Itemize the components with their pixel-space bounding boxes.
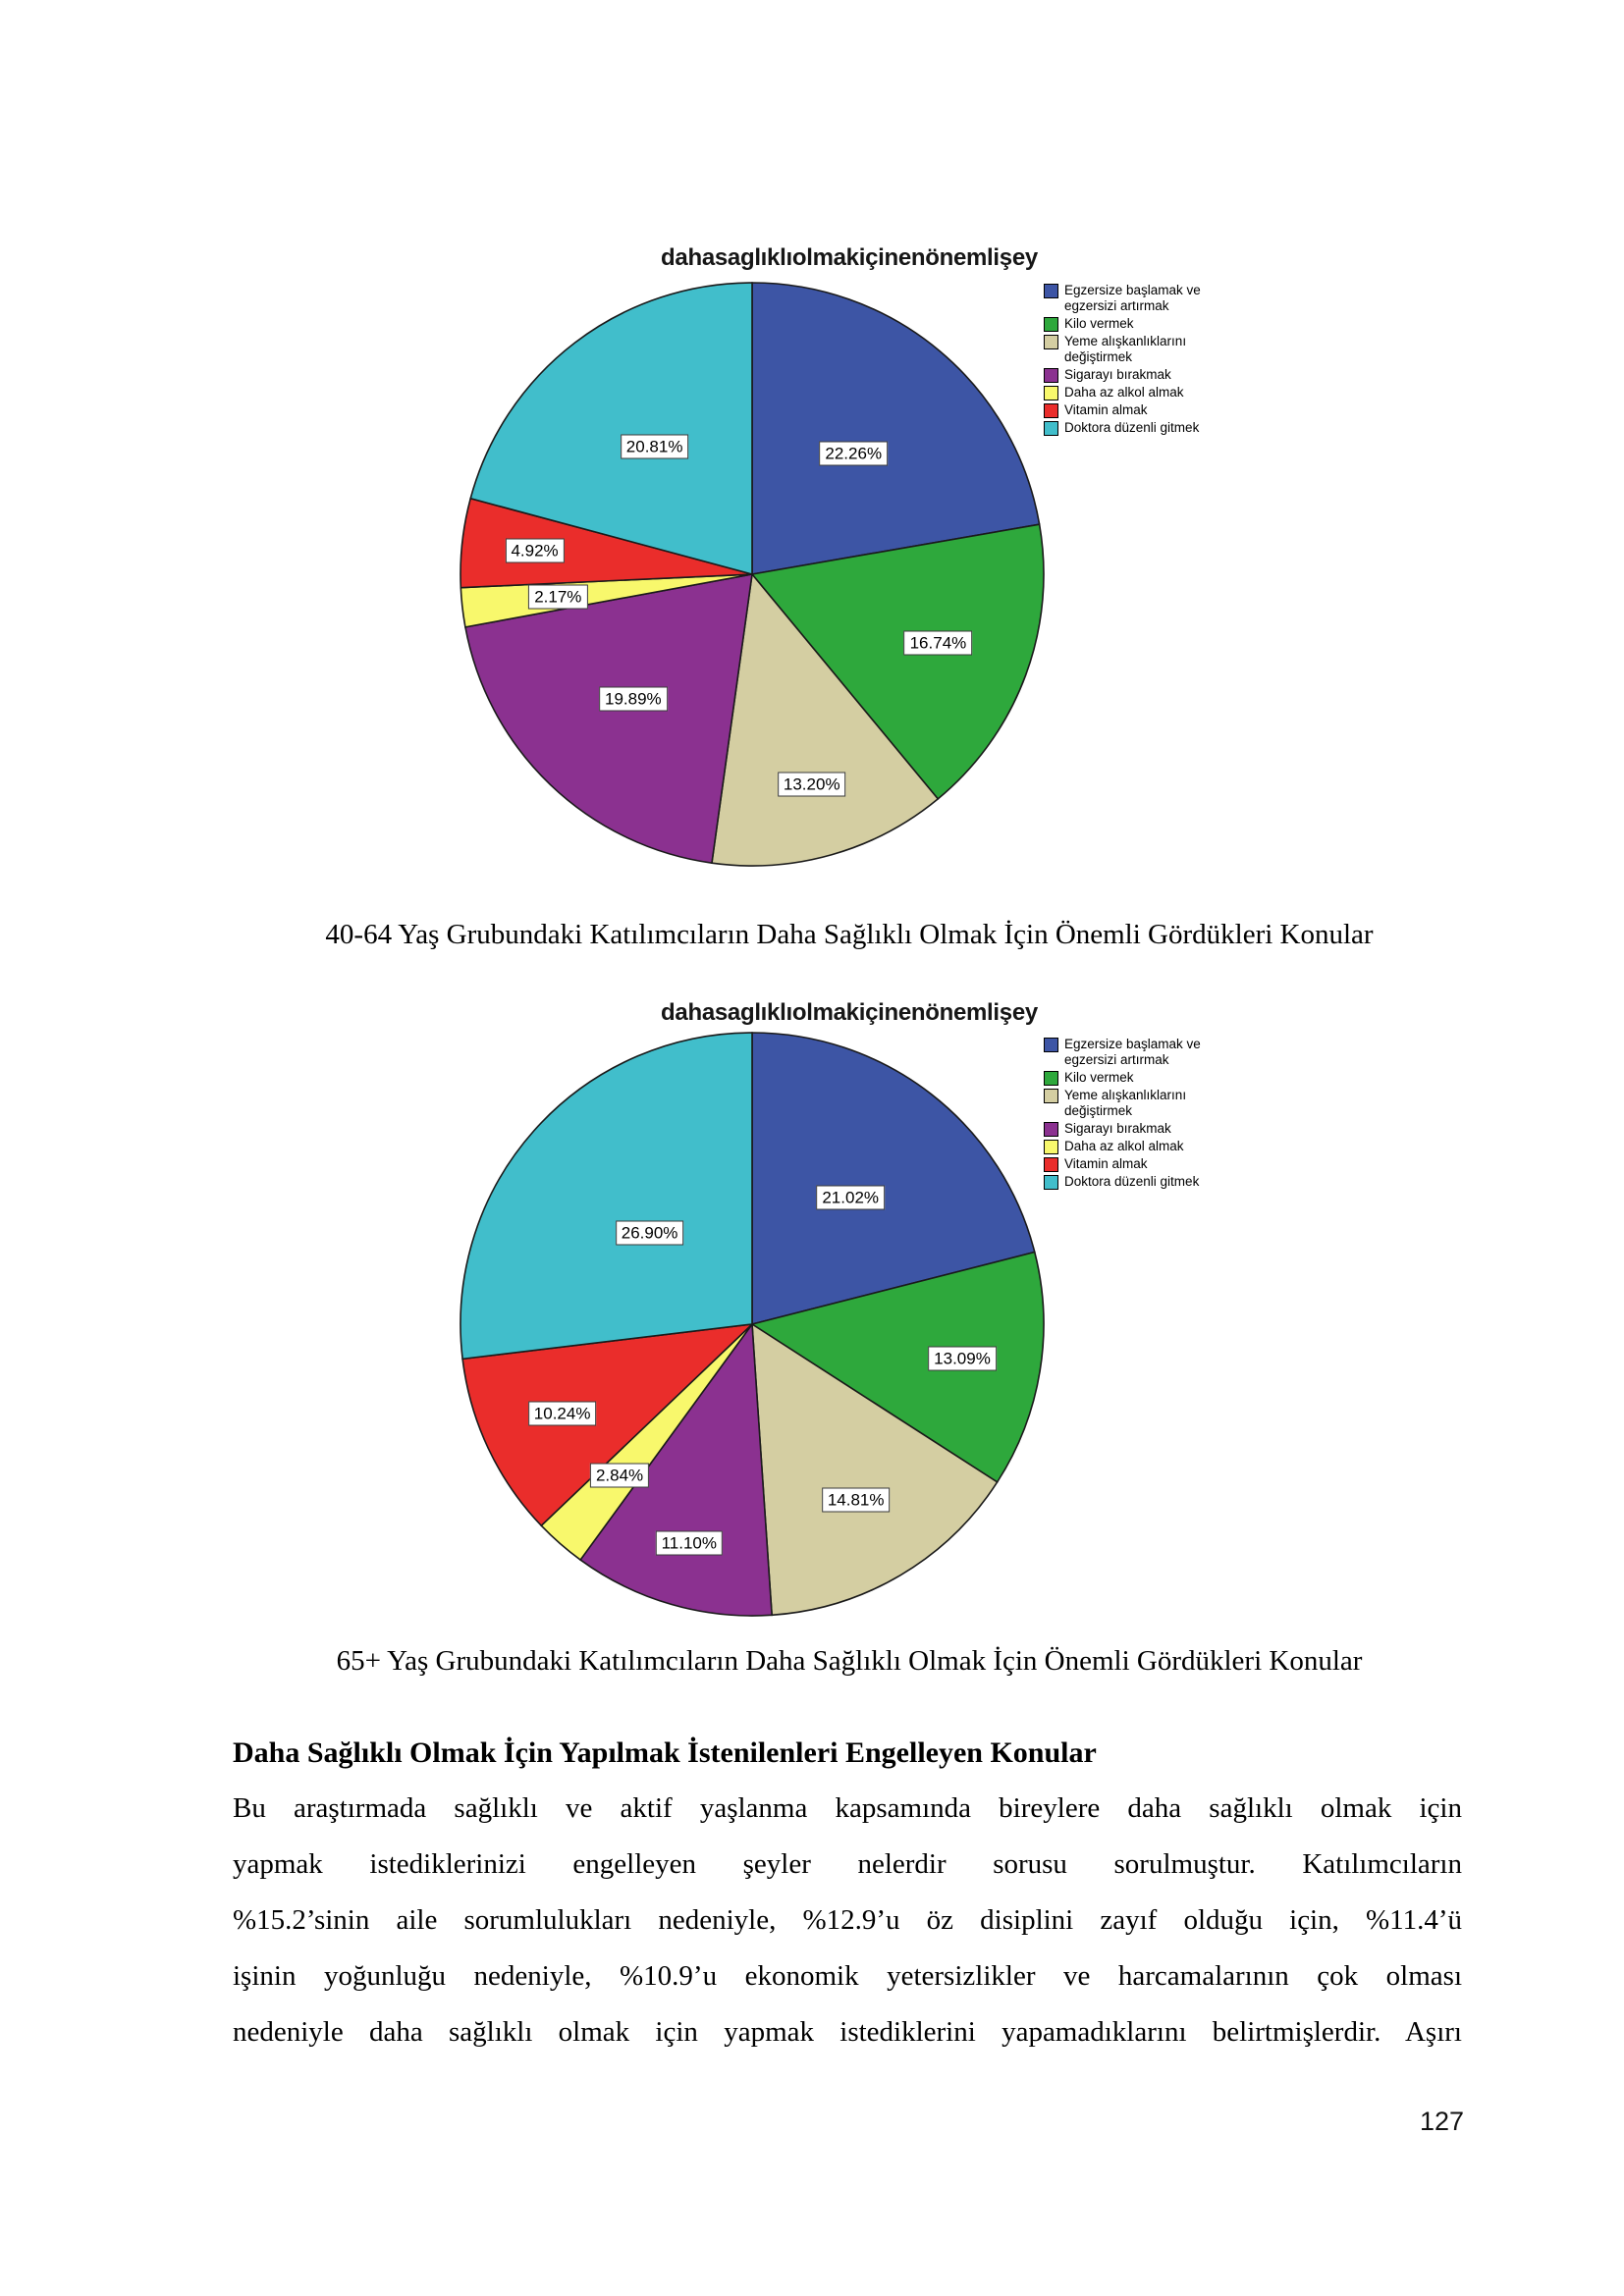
legend-label: Daha az alkol almak (1064, 1139, 1184, 1153)
pie-slice (463, 573, 753, 865)
legend-label: Kilo vermek (1064, 316, 1134, 331)
legend-item: Egzersize başlamak ve egzersizi artırmak (1044, 283, 1270, 314)
legend-item: Daha az alkol almak (1044, 385, 1270, 400)
legend-label: Yeme alışkanlıklarını değiştirmek (1064, 334, 1187, 364)
legend-item: Daha az alkol almak (1044, 1139, 1270, 1154)
pie-slice (469, 282, 753, 576)
slice-value-label: 13.20% (777, 772, 846, 797)
legend-label: Sigarayı bırakmak (1064, 367, 1171, 382)
slice-value-label: 16.74% (903, 630, 973, 656)
pie-slice (751, 1032, 1036, 1326)
legend-item: Kilo vermek (1044, 1070, 1270, 1086)
chart-title: dahasaglıklıolmakiçinenönemlişey (661, 999, 1038, 1026)
legend-label: Daha az alkol almak (1064, 385, 1184, 400)
legend-item: Doktora düzenli gitmek (1044, 420, 1270, 436)
pie-slice (579, 1321, 773, 1617)
slice-value-label: 26.90% (615, 1220, 684, 1246)
legend-label: Yeme alışkanlıklarını değiştirmek (1064, 1088, 1187, 1118)
body-paragraph: Bu araştırmada sağlıklı ve aktif yaşlanm… (233, 1781, 1462, 2060)
legend-swatch (1044, 421, 1058, 436)
pie-slice (750, 1251, 1045, 1483)
slice-value-label: 11.10% (655, 1530, 723, 1556)
legend-item: Sigarayı bırakmak (1044, 1121, 1270, 1137)
body-text-line: işinin yoğunluğu nedeniyle, %10.9’u ekon… (233, 1960, 1462, 1992)
slice-value-label: 14.81% (821, 1487, 891, 1513)
pie-slice (460, 1032, 753, 1361)
pie-slice (751, 1322, 999, 1617)
legend-item: Yeme alışkanlıklarını değiştirmek (1044, 1088, 1270, 1119)
slice-value-label: 19.89% (598, 686, 668, 712)
legend-swatch (1044, 1038, 1058, 1052)
pie-chart (460, 282, 1045, 867)
legend-item: Vitamin almak (1044, 1156, 1270, 1172)
body-text-line: Bu araştırmada sağlıklı ve aktif yaşlanm… (233, 1792, 1462, 1824)
legend-item: Doktora düzenli gitmek (1044, 1174, 1270, 1190)
legend-swatch (1044, 386, 1058, 400)
slice-value-label: 10.24% (527, 1401, 597, 1426)
slice-value-label: 21.02% (816, 1185, 886, 1210)
legend-item: Vitamin almak (1044, 402, 1270, 418)
slice-value-label: 20.81% (620, 434, 689, 459)
slice-value-label: 2.84% (589, 1463, 650, 1488)
pie-chart-figure-2: 21.02% 13.09% 14.81% 11.10% 2.84% 10.24% 26.90… (458, 1030, 1047, 1619)
slice-value-label: 22.26% (819, 441, 889, 466)
legend-swatch (1044, 335, 1058, 349)
chart-title: dahasaglıklıolmakiçinenönemlişey (661, 244, 1038, 271)
legend-item: Yeme alışkanlıklarını değiştirmek (1044, 334, 1270, 365)
legend-swatch (1044, 1089, 1058, 1103)
legend-swatch (1044, 1122, 1058, 1137)
body-text-line: nedeniyle daha sağlıklı olmak için yapma… (233, 2016, 1462, 2048)
figure-caption: 40-64 Yaş Grubundaki Katılımcıların Daha… (325, 919, 1374, 950)
body-text-line: %15.2’sinin aile sorumlulukları nedeniyl… (233, 1904, 1462, 1936)
pie-chart-figure-1: 22.26% 16.74% 13.20% 19.89% 2.17% 4.92% 20.81% (458, 280, 1047, 869)
legend-swatch (1044, 1157, 1058, 1172)
pie-chart (460, 1032, 1045, 1617)
pie-slice (461, 1322, 755, 1527)
slice-value-label: 2.17% (528, 584, 588, 610)
legend-label: Doktora düzenli gitmek (1064, 420, 1200, 435)
pie-slice (711, 572, 940, 867)
legend-label: Vitamin almak (1064, 1156, 1148, 1171)
legend-item: Egzersize başlamak ve egzersizi artırmak (1044, 1037, 1270, 1068)
pie-slice (750, 523, 1045, 801)
legend-label: Egzersize başlamak ve egzersizi artırmak (1064, 283, 1201, 313)
slice-value-label: 4.92% (505, 538, 565, 563)
legend-swatch (1044, 1140, 1058, 1154)
legend-swatch (1044, 368, 1058, 383)
section-heading: Daha Sağlıklı Olmak İçin Yapılmak İsteni… (233, 1736, 1097, 1769)
figure-caption: 65+ Yaş Grubundaki Katılımcıların Daha S… (336, 1645, 1363, 1677)
legend-swatch (1044, 1071, 1058, 1086)
legend-label: Egzersize başlamak ve egzersizi artırmak (1064, 1037, 1201, 1067)
page-number: 127 (1420, 2107, 1465, 2136)
chart-legend: Egzersize başlamak ve egzersizi artırmak… (1044, 283, 1270, 438)
legend-swatch (1044, 403, 1058, 418)
legend-item: Sigarayı bırakmak (1044, 367, 1270, 383)
legend-label: Vitamin almak (1064, 402, 1148, 417)
legend-label: Kilo vermek (1064, 1070, 1134, 1085)
body-text-line: yapmak istediklerinizi engelleyen şeyler… (233, 1848, 1462, 1880)
legend-label: Doktora düzenli gitmek (1064, 1174, 1200, 1189)
slice-value-label: 13.09% (928, 1346, 997, 1371)
legend-item: Kilo vermek (1044, 316, 1270, 332)
legend-label: Sigarayı bırakmak (1064, 1121, 1171, 1136)
legend-swatch (1044, 317, 1058, 332)
legend-swatch (1044, 284, 1058, 298)
chart-legend: Egzersize başlamak ve egzersizi artırmak… (1044, 1037, 1270, 1192)
pie-slice (751, 282, 1041, 575)
legend-swatch (1044, 1175, 1058, 1190)
